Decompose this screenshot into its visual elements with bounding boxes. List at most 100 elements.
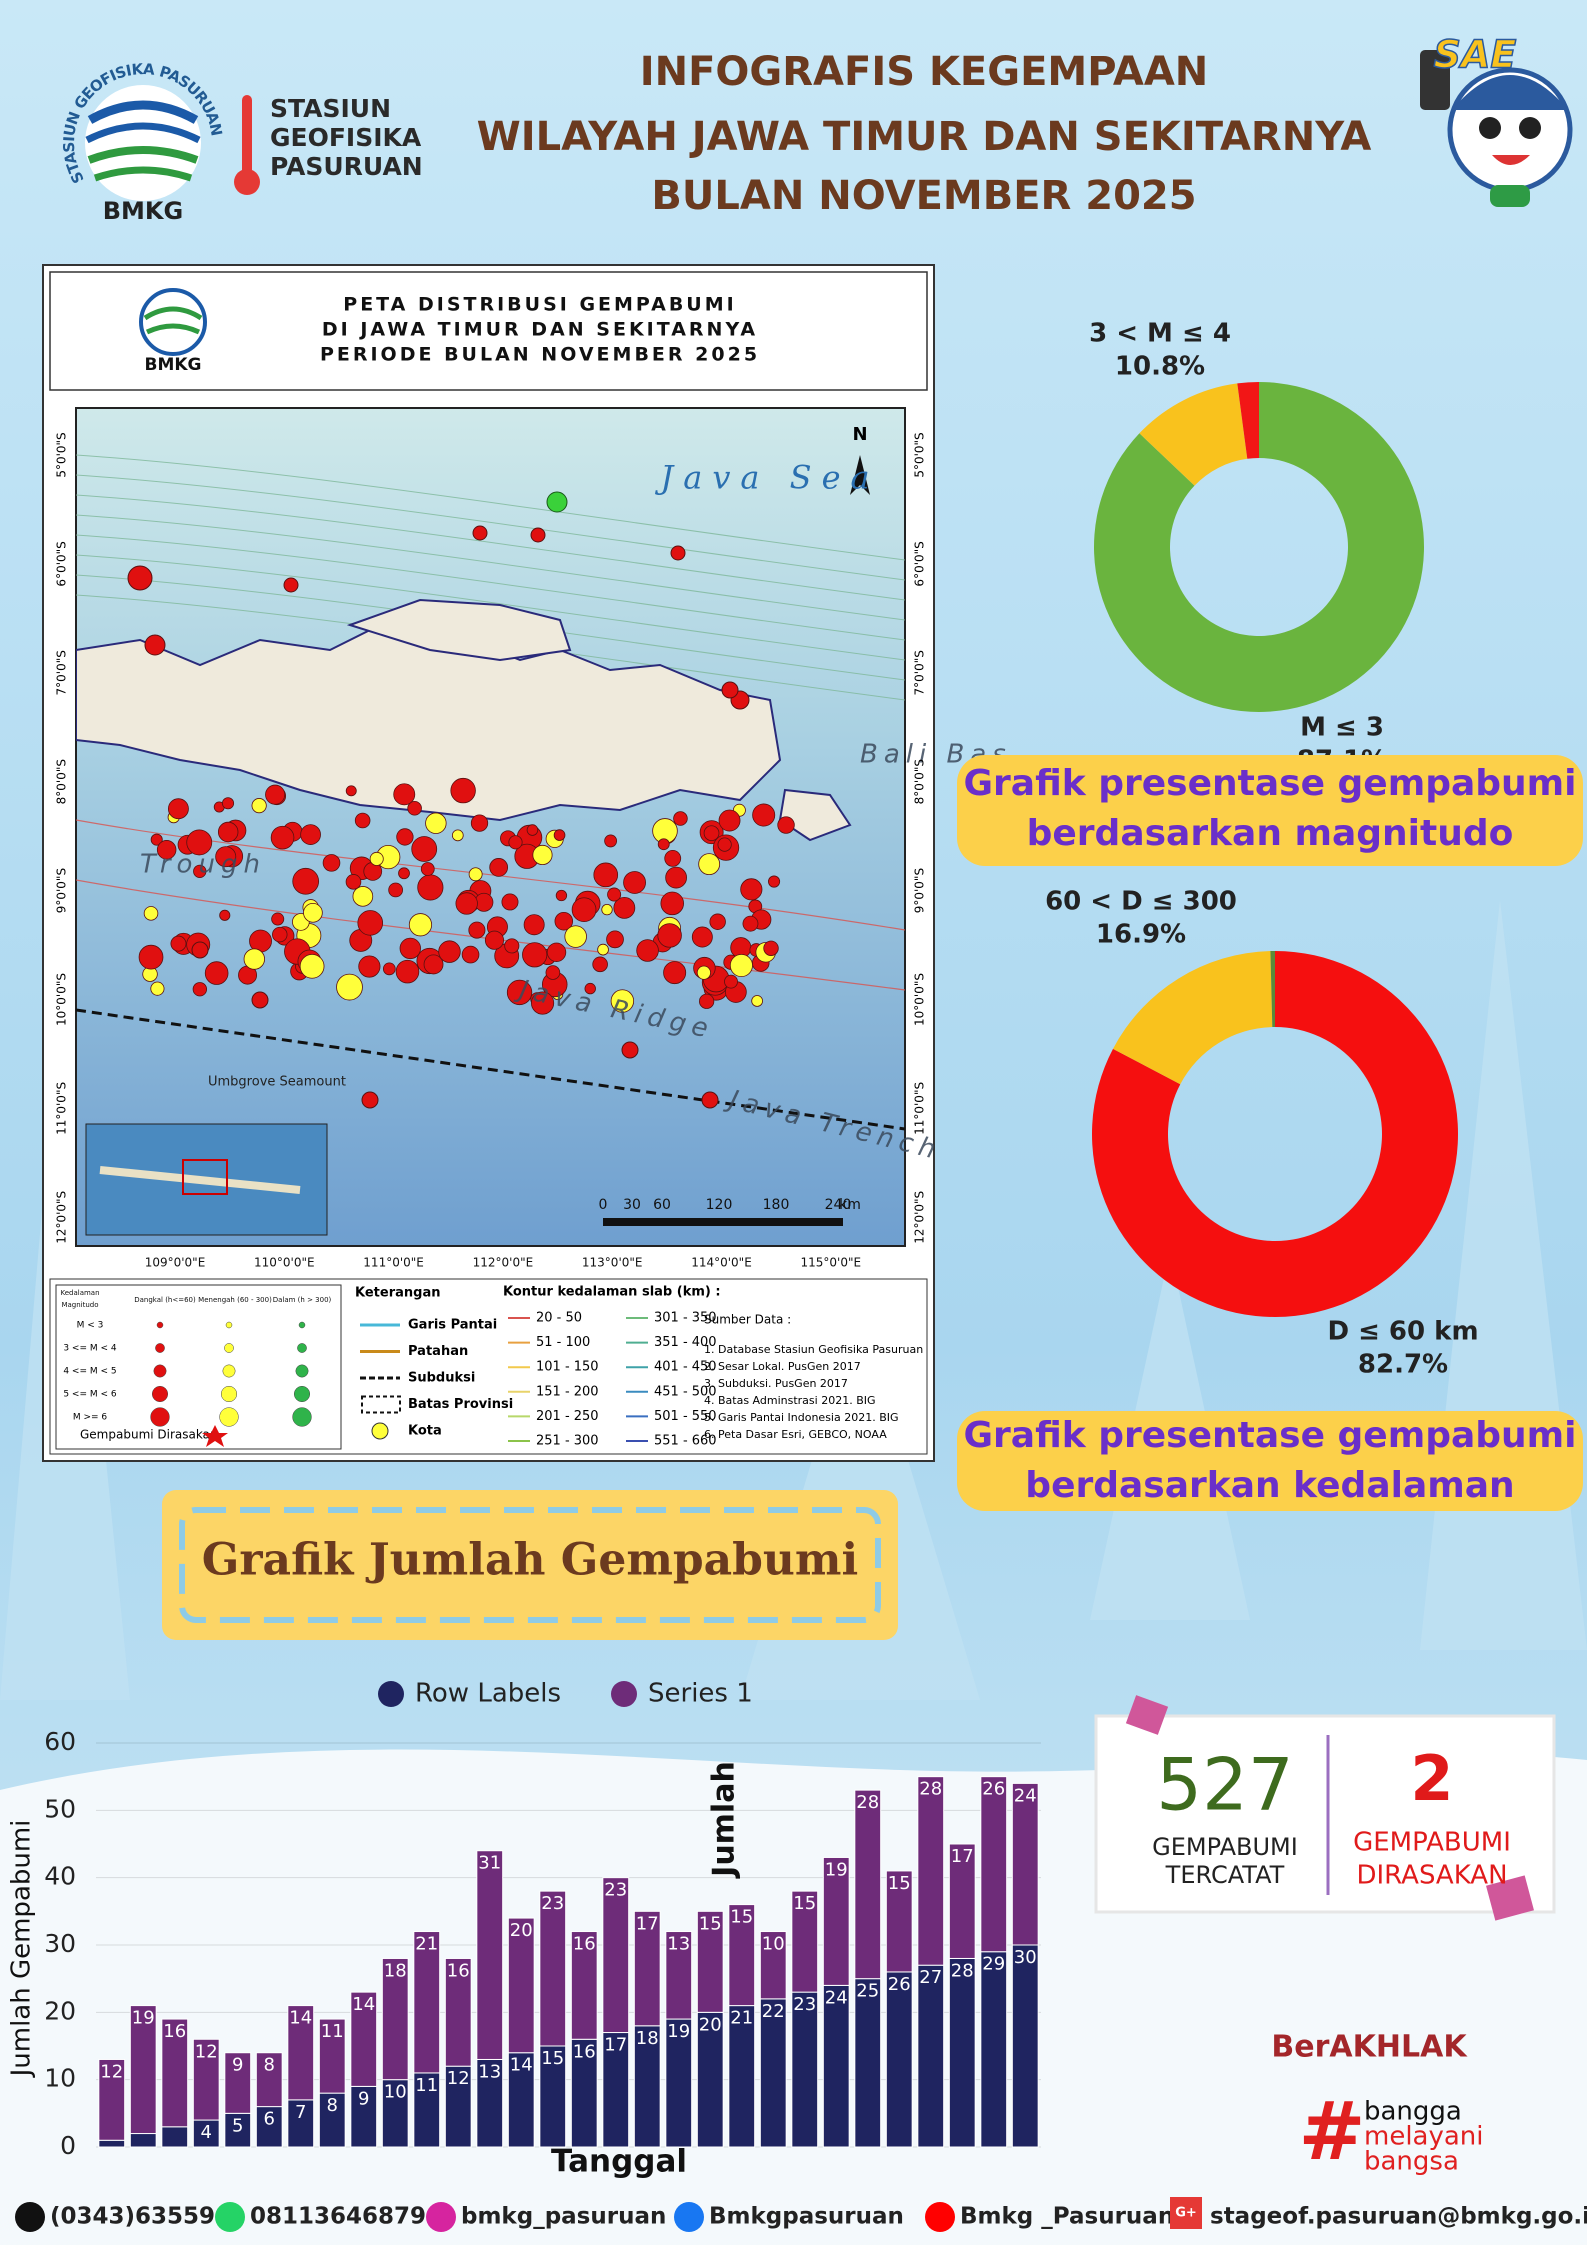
scale-label: 240 [825,1197,852,1213]
legend-swatch [378,1681,404,1707]
bar-segment [161,2126,189,2148]
slice-value: 16.9% [1096,920,1186,950]
contour-range: 501 - 550 [654,1409,717,1424]
chart-title: Grafik presentase gempabumi [963,763,1576,804]
lat-label: 12°0'0"S [55,1191,69,1244]
lon-label: 114°0'0"E [691,1256,752,1270]
legend-swatch [611,1681,637,1707]
epicenter [606,930,624,949]
count-banner-title: Grafik Jumlah Gempabumi [202,1535,858,1586]
epicenter [742,915,759,932]
epicenter [217,821,239,843]
legend-item: Patahan [408,1344,468,1359]
magnitude-row: 5 <= M < 6 [63,1390,117,1400]
count-banner-box [162,1490,898,1640]
lat-label: 10°0'0"S [55,973,69,1026]
lat-label: 8°0'0"S [55,759,69,804]
data-label: 9 [232,2055,243,2076]
bar-segment [854,1978,882,2148]
data-label: 17 [604,2035,627,2056]
epicenter [423,954,444,975]
data-label: 13 [478,2061,501,2082]
epicenter [526,824,539,836]
bar-segment [192,2119,220,2148]
epicenter [461,945,480,964]
donut-slice [1237,382,1259,459]
epicenter [299,953,325,979]
epicenter [717,837,732,852]
chart-title-banner [957,755,1583,866]
data-label: 14 [289,2008,312,2029]
legend-symbol [298,1321,306,1329]
data-label: 18 [636,2028,659,2049]
north-arrow-label: N [852,424,867,445]
data-label: 26 [888,1974,911,1995]
legend-item: Subduksi [408,1371,475,1386]
data-label: 26 [982,1779,1005,1800]
slice-label: M ≤ 3 [1300,713,1384,743]
epicenter [523,914,545,936]
epicenter [721,681,739,699]
data-label: 27 [919,1967,942,1988]
data-label: 12 [447,2068,470,2089]
epicenter [438,940,461,963]
data-label: 16 [573,2041,596,2062]
epicenter [283,577,299,593]
data-label: 22 [762,2001,785,2022]
data-label: 29 [982,1954,1005,1975]
epicenter [564,925,587,948]
legend-label: Row Labels [415,1679,561,1709]
legend-label: Series 1 [648,1679,753,1709]
legend-symbol [295,1364,309,1378]
data-label: 17 [636,1913,659,1934]
bar-segment [854,1789,882,1980]
bar-segment [696,2011,724,2148]
epicenter [345,874,362,890]
map-feature-label: Trough [140,850,266,880]
epicenter [144,634,166,656]
epicenter [763,940,779,956]
lat-label: 8°0'0"S [913,759,927,804]
bar-segment [318,2018,346,2094]
contact-icon [1170,2197,1202,2229]
epicenter [408,913,433,937]
epicenter [396,828,414,846]
y-tick-label: 10 [44,2064,76,2093]
lon-label: 113°0'0"E [582,1256,643,1270]
data-label: 14 [510,2055,533,2076]
header-title: WILAYAH JAWA TIMUR DAN SEKITARNYA [477,114,1372,160]
hashtag-symbol: # [1298,2085,1365,2178]
contour-range: 20 - 50 [536,1311,582,1326]
tagline: bangsa [1364,2147,1459,2177]
contact-icon [925,2202,955,2232]
epicenter [352,886,374,907]
table-header: Kedalaman [60,1289,99,1297]
data-label: 24 [825,1987,848,2008]
station-name: PASURUAN [270,152,423,181]
epicenter [127,565,153,591]
epicenter [601,903,613,916]
data-label: 12 [195,2041,218,2062]
data-label: 16 [447,1960,470,1981]
scale-label: 0 [599,1197,608,1213]
tagline: melayani [1364,2122,1484,2152]
legend-symbol [293,1385,311,1403]
stat-label: GEMPABUMI [1152,1833,1298,1861]
data-label: 9 [358,2088,369,2109]
slice-label: D ≤ 60 km [1327,1317,1478,1347]
epicenter [703,825,720,842]
epicenter [219,909,231,921]
legend-symbol [371,1422,389,1440]
bar-segment [791,1991,819,2148]
slice-label: 60 < D ≤ 300 [1045,887,1237,917]
bar-segment [98,2139,126,2148]
data-label: 15 [541,2048,564,2069]
bar-segment [665,1931,693,2020]
bar-segment [602,2032,630,2148]
epicenter [138,944,164,970]
data-label: 23 [541,1893,564,1914]
epicenter [393,783,416,806]
epicenter [729,953,753,978]
bar-segment [444,2065,472,2148]
station-name: STASIUN [270,94,391,123]
